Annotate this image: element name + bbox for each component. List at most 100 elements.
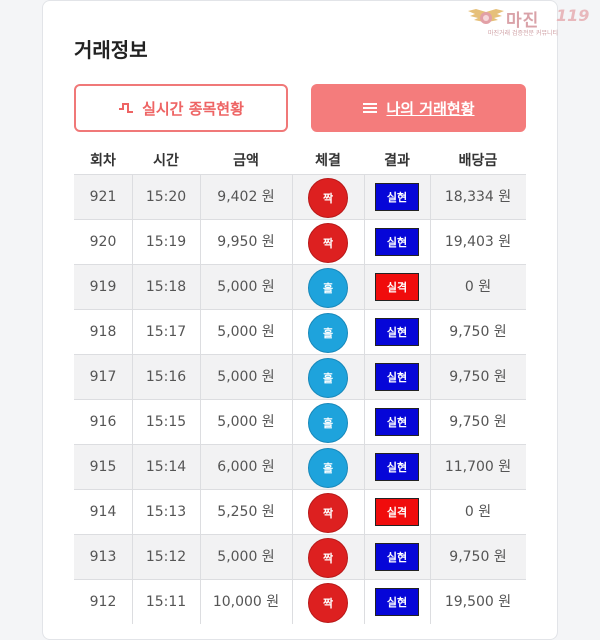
column-divider — [292, 400, 293, 444]
logo-name: 마진 — [506, 11, 540, 31]
result-win-badge: 실현 — [375, 183, 419, 211]
column-divider — [200, 400, 201, 444]
round-cell: 913 — [89, 549, 117, 565]
column-divider — [200, 445, 201, 489]
time-cell: 15:16 — [145, 369, 187, 385]
payout-cell: 0 원 — [464, 504, 492, 520]
column-divider — [364, 445, 365, 489]
column-divider — [200, 310, 201, 354]
column-divider — [292, 445, 293, 489]
column-divider — [364, 400, 365, 444]
my-trades-button[interactable]: 나의 거래현황 — [311, 84, 526, 132]
result-win-badge: 실현 — [375, 318, 419, 346]
page-title: 거래정보 — [74, 38, 148, 62]
wing-emblem-icon — [468, 9, 504, 24]
column-divider — [364, 310, 365, 354]
amount-cell: 5,250 원 — [217, 504, 275, 520]
even-ball-badge: 짝 — [308, 493, 348, 533]
time-cell: 15:15 — [145, 414, 187, 430]
site-logo[interactable]: 마진 119 마진거래 검증전문 커뮤니티 — [466, 4, 592, 38]
column-divider — [292, 355, 293, 399]
odd-ball-badge: 홀 — [308, 358, 348, 398]
even-ball-badge: 짝 — [308, 583, 348, 623]
amount-cell: 9,950 원 — [217, 234, 275, 250]
live-status-label: 실시간 종목현황 — [142, 99, 244, 118]
payout-cell: 19,403 원 — [444, 234, 512, 250]
column-divider — [430, 400, 431, 444]
column-divider — [430, 265, 431, 309]
odd-ball-badge: 홀 — [308, 403, 348, 443]
column-divider — [200, 355, 201, 399]
payout-cell: 9,750 원 — [449, 369, 507, 385]
column-divider — [132, 175, 133, 219]
table-row: 913 15:12 5,000 원 짝 실현 9,750 원 — [74, 534, 526, 579]
table-row: 915 15:14 6,000 원 홀 실현 11,700 원 — [74, 444, 526, 489]
column-divider — [430, 490, 431, 534]
table-row: 918 15:17 5,000 원 홀 실현 9,750 원 — [74, 309, 526, 354]
time-cell: 15:12 — [145, 549, 187, 565]
column-divider — [430, 175, 431, 219]
column-divider — [200, 490, 201, 534]
column-divider — [364, 535, 365, 579]
trade-table: 921 15:20 9,402 원 짝 실현 18,334 원 920 15:19 9,950 … — [74, 174, 526, 624]
payout-cell: 18,334 원 — [444, 189, 512, 205]
logo-number: 119 — [556, 6, 590, 25]
col-result: 결과 — [384, 153, 410, 169]
round-cell: 914 — [89, 504, 117, 520]
table-row: 916 15:15 5,000 원 홀 실현 9,750 원 — [74, 399, 526, 444]
table-row: 912 15:11 10,000 원 짝 실현 19,500 원 — [74, 579, 526, 624]
my-trades-label: 나의 거래현황 — [386, 99, 475, 118]
pulse-icon — [119, 103, 134, 113]
logo-tagline: 마진거래 검증전문 커뮤니티 — [488, 30, 559, 37]
column-divider — [430, 535, 431, 579]
odd-ball-badge: 홀 — [308, 268, 348, 308]
amount-cell: 5,000 원 — [217, 324, 275, 340]
amount-cell: 6,000 원 — [217, 459, 275, 475]
amount-cell: 5,000 원 — [217, 369, 275, 385]
column-divider — [292, 220, 293, 264]
odd-ball-badge: 홀 — [308, 448, 348, 488]
table-row: 920 15:19 9,950 원 짝 실현 19,403 원 — [74, 219, 526, 264]
col-payout: 배당금 — [458, 153, 498, 169]
time-cell: 15:17 — [145, 324, 187, 340]
payout-cell: 19,500 원 — [444, 594, 512, 610]
result-win-badge: 실현 — [375, 588, 419, 616]
result-win-badge: 실현 — [375, 543, 419, 571]
table-row: 919 15:18 5,000 원 홀 실격 0 원 — [74, 264, 526, 309]
result-win-badge: 실현 — [375, 408, 419, 436]
col-amount: 금액 — [233, 153, 259, 169]
col-round: 회차 — [90, 153, 116, 169]
round-cell: 919 — [89, 279, 117, 295]
column-divider — [364, 355, 365, 399]
column-divider — [132, 400, 133, 444]
result-lose-badge: 실격 — [375, 273, 419, 301]
column-divider — [132, 490, 133, 534]
payout-cell: 9,750 원 — [449, 324, 507, 340]
column-divider — [292, 310, 293, 354]
even-ball-badge: 짝 — [308, 223, 348, 263]
column-divider — [292, 490, 293, 534]
column-divider — [292, 265, 293, 309]
even-ball-badge: 짝 — [308, 538, 348, 578]
column-divider — [364, 220, 365, 264]
column-divider — [430, 220, 431, 264]
round-cell: 921 — [89, 189, 117, 205]
column-divider — [430, 310, 431, 354]
column-divider — [200, 535, 201, 579]
round-cell: 916 — [89, 414, 117, 430]
column-divider — [292, 580, 293, 624]
column-divider — [430, 580, 431, 624]
time-cell: 15:19 — [145, 234, 187, 250]
table-row: 914 15:13 5,250 원 짝 실격 0 원 — [74, 489, 526, 534]
column-divider — [132, 535, 133, 579]
column-divider — [364, 490, 365, 534]
column-divider — [364, 580, 365, 624]
result-win-badge: 실현 — [375, 228, 419, 256]
column-divider — [132, 580, 133, 624]
odd-ball-badge: 홀 — [308, 313, 348, 353]
time-cell: 15:18 — [145, 279, 187, 295]
result-lose-badge: 실격 — [375, 498, 419, 526]
live-status-button[interactable]: 실시간 종목현황 — [74, 84, 288, 132]
table-row: 921 15:20 9,402 원 짝 실현 18,334 원 — [74, 174, 526, 219]
payout-cell: 0 원 — [464, 279, 492, 295]
